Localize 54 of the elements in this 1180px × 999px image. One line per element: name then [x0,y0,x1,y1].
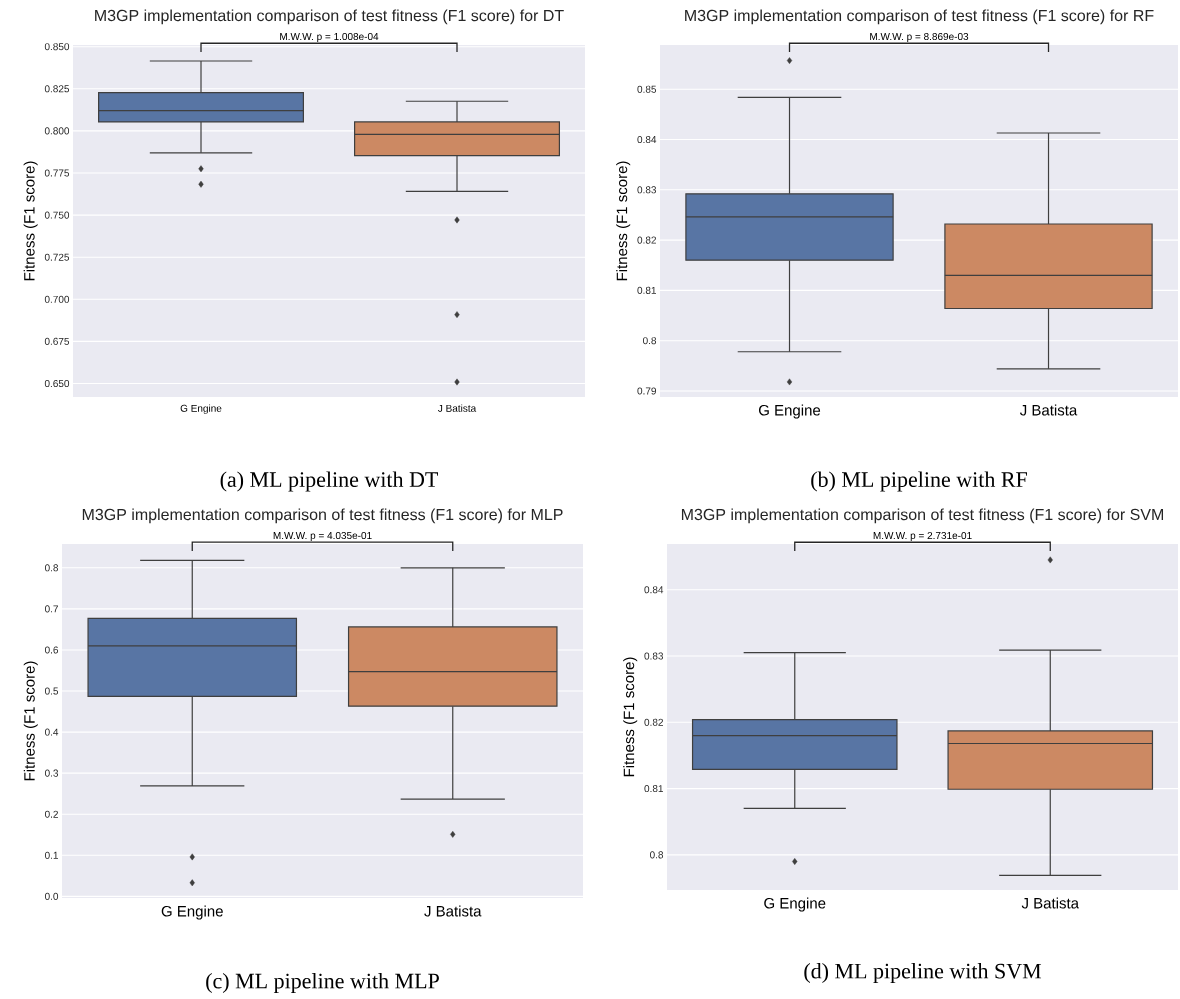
y-axis-title: Fitness (F1 score) [23,161,38,281]
text: M.W.W. p = 2.731e-01 [873,532,972,542]
y-tick-label: 0.775 [44,169,70,177]
text: (c) ML pipeline with MLP [206,972,439,993]
y-tick-label: 0.650 [44,379,70,388]
y-tick-label: 0.83 [644,652,664,660]
text: M.W.W. p = 4.035e-01 [273,531,372,542]
x-tick-label: J Batista [424,905,482,917]
y-tick-label: 0.84 [644,586,664,594]
y-tick-label: 0.5 [44,687,59,695]
y-tick-label: 0.0 [44,892,59,900]
chart-title: M3GP implementation comparison of test fitness (F1 score) for RF [685,9,1154,25]
y-tick-label: 0.84 [637,135,657,144]
x-tick-label: G Engine [764,897,826,912]
y-axis-title: Fitness (F1 score) [23,661,38,781]
x-tick-label: J Batista [1021,897,1080,909]
y-tick-label: 0.8 [642,337,657,345]
x-tick-label: G Engine [758,404,821,419]
x-tick-label: J Batista [437,404,477,412]
y-tick-label: 0.725 [44,253,70,261]
y-tick-label: 0.82 [637,236,656,244]
chart-title: M3GP implementation comparison of test fitness (F1 score) for SVM [681,508,1164,524]
y-tick-label: 0.3 [44,769,59,777]
y-tick-label: 0.8 [44,564,59,572]
text: M.W.W. p = 8.869e-03 [870,32,969,43]
y-tick-label: 0.83 [637,186,657,194]
text: M.W.W. p = 1.008e-04 [280,32,379,43]
y-tick-label: 0.8 [649,851,664,859]
text: (d) ML pipeline with SVM [804,963,1042,984]
x-tick-label: G Engine [180,404,222,414]
y-tick-label: 0.7 [44,605,58,613]
y-tick-label: 0.850 [44,43,70,51]
y-tick-label: 0.825 [44,85,70,93]
y-tick-label: 0.2 [44,810,58,818]
y-tick-label: 0.79 [637,387,657,395]
y-axis-title: Fitness (F1 score) [616,161,631,281]
y-tick-label: 0.800 [44,127,70,135]
y-tick-label: 0.85 [637,85,657,93]
y-tick-label: 0.81 [644,785,663,793]
text: (a) ML pipeline with DT [220,471,438,492]
x-tick-label: J Batista [1019,404,1078,416]
text: (b) ML pipeline with RF [811,471,1027,492]
chart-title: M3GP implementation comparison of test fitness (F1 score) for DT [95,9,564,25]
y-tick-label: 0.675 [44,337,70,345]
y-tick-label: 0.1 [44,851,58,859]
y-tick-label: 0.81 [637,286,656,294]
y-tick-label: 0.4 [44,728,59,736]
y-axis-title: Fitness (F1 score) [623,657,638,777]
y-tick-label: 0.82 [644,718,663,726]
chart-title: M3GP implementation comparison of test fitness (F1 score) for MLP [82,508,563,524]
x-tick-label: G Engine [161,905,223,920]
y-tick-label: 0.6 [44,646,59,654]
y-tick-label: 0.750 [44,211,70,219]
y-tick-label: 0.700 [44,295,70,303]
